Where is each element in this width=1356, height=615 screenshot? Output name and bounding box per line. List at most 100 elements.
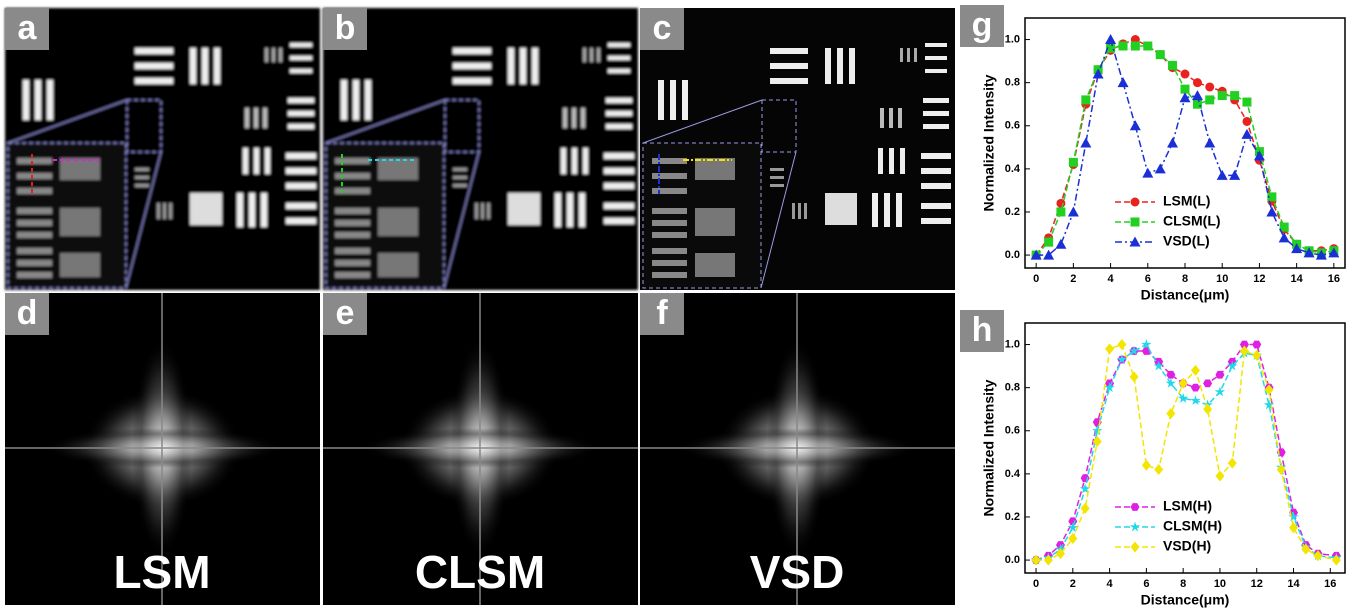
y-axis-label: Normalized Intensity bbox=[981, 74, 997, 211]
data-point bbox=[1166, 408, 1175, 419]
data-point bbox=[1069, 158, 1078, 167]
data-point bbox=[1154, 464, 1163, 475]
panel-caption: LSM bbox=[113, 546, 210, 598]
data-point bbox=[1117, 339, 1126, 350]
x-tick-label: 14 bbox=[1291, 273, 1304, 285]
x-tick-label: 6 bbox=[1143, 578, 1149, 590]
panel-label: b bbox=[335, 9, 356, 47]
x-tick-label: 4 bbox=[1108, 273, 1115, 285]
x-tick-label: 12 bbox=[1251, 578, 1263, 590]
panel-label: h bbox=[972, 311, 993, 349]
data-point bbox=[1131, 42, 1140, 51]
data-point bbox=[1204, 138, 1215, 148]
data-point bbox=[1081, 503, 1090, 514]
panel-caption: CLSM bbox=[415, 546, 545, 598]
data-point bbox=[1056, 199, 1065, 208]
y-tick-label: 0.4 bbox=[1005, 468, 1021, 480]
legend-marker bbox=[1131, 198, 1140, 207]
data-point bbox=[1142, 460, 1151, 471]
data-point bbox=[1080, 138, 1091, 148]
data-point bbox=[1228, 458, 1237, 469]
y-tick-label: 1.0 bbox=[1005, 33, 1020, 45]
x-tick-label: 8 bbox=[1180, 578, 1186, 590]
data-point bbox=[1192, 90, 1203, 100]
data-point bbox=[1130, 371, 1139, 382]
legend-marker bbox=[1131, 218, 1140, 227]
x-tick-label: 2 bbox=[1070, 578, 1076, 590]
data-point bbox=[1167, 138, 1178, 148]
data-point bbox=[1193, 100, 1202, 109]
data-point bbox=[1242, 98, 1251, 107]
data-point bbox=[1252, 350, 1261, 361]
data-point bbox=[1191, 384, 1200, 392]
y-tick-label: 0.6 bbox=[1005, 425, 1020, 437]
x-tick-label: 12 bbox=[1253, 273, 1265, 285]
x-axis-label: Distance(μm) bbox=[1141, 287, 1230, 303]
figure: abcdLSMeCLSMfVSDg02468101214160.00.20.40… bbox=[0, 0, 1356, 610]
data-point bbox=[1081, 95, 1090, 104]
legend-marker bbox=[1131, 542, 1140, 553]
y-tick-label: 0.8 bbox=[1005, 77, 1020, 89]
legend-label: LSM(H) bbox=[1163, 498, 1212, 514]
data-point bbox=[1044, 238, 1053, 247]
panel-label: c bbox=[653, 9, 672, 47]
data-point bbox=[1032, 555, 1041, 566]
legend-marker bbox=[1131, 503, 1140, 511]
y-tick-label: 1.0 bbox=[1005, 338, 1020, 350]
x-tick-label: 16 bbox=[1328, 273, 1340, 285]
data-point bbox=[1242, 117, 1251, 126]
y-tick-label: 0.2 bbox=[1005, 511, 1020, 523]
data-point bbox=[1068, 206, 1079, 216]
data-point bbox=[1143, 42, 1152, 51]
x-axis-label: Distance(μm) bbox=[1141, 592, 1230, 608]
image-b bbox=[323, 8, 638, 290]
data-point bbox=[1142, 168, 1153, 178]
legend-label: LSM(L) bbox=[1163, 193, 1210, 209]
data-point bbox=[1203, 404, 1212, 415]
data-point bbox=[1193, 78, 1202, 87]
legend-label: CLSM(H) bbox=[1163, 518, 1222, 534]
data-point bbox=[1217, 170, 1228, 180]
data-point bbox=[1105, 34, 1116, 44]
legend-label: CLSM(L) bbox=[1163, 213, 1221, 229]
data-point bbox=[1190, 395, 1200, 405]
x-tick-label: 10 bbox=[1214, 578, 1226, 590]
y-tick-label: 0.6 bbox=[1005, 120, 1020, 132]
data-point bbox=[1252, 341, 1261, 349]
panel-label: f bbox=[656, 294, 668, 332]
data-point bbox=[1118, 77, 1129, 87]
panel-caption: VSD bbox=[750, 546, 845, 598]
data-point bbox=[1130, 120, 1141, 130]
data-point bbox=[1205, 82, 1214, 91]
y-tick-label: 0.8 bbox=[1005, 382, 1020, 394]
image-a bbox=[5, 8, 320, 290]
y-tick-label: 0.2 bbox=[1005, 206, 1020, 218]
data-point bbox=[1081, 474, 1090, 482]
data-point bbox=[1155, 163, 1166, 173]
data-point bbox=[1215, 471, 1224, 482]
panel-label: a bbox=[18, 9, 38, 47]
x-tick-label: 10 bbox=[1216, 273, 1228, 285]
image-c bbox=[640, 8, 955, 290]
data-point bbox=[1156, 50, 1165, 59]
y-tick-label: 0.0 bbox=[1005, 249, 1020, 261]
y-axis-label: Normalized Intensity bbox=[981, 379, 997, 516]
data-point bbox=[1240, 346, 1249, 357]
x-tick-label: 8 bbox=[1182, 273, 1188, 285]
data-point bbox=[1168, 61, 1177, 70]
panel-label: e bbox=[336, 294, 355, 332]
y-tick-label: 0.4 bbox=[1005, 163, 1021, 175]
x-tick-label: 0 bbox=[1033, 578, 1039, 590]
data-point bbox=[1241, 129, 1252, 139]
panel-label: g bbox=[972, 6, 993, 44]
x-tick-label: 2 bbox=[1070, 273, 1076, 285]
data-point bbox=[1179, 378, 1188, 389]
data-point bbox=[1205, 95, 1214, 104]
legend-label: VSD(L) bbox=[1163, 233, 1210, 249]
data-point bbox=[1181, 70, 1190, 79]
data-point bbox=[1191, 365, 1200, 376]
x-tick-label: 16 bbox=[1324, 578, 1336, 590]
legend-label: VSD(H) bbox=[1163, 538, 1211, 554]
y-tick-label: 0.0 bbox=[1005, 554, 1020, 566]
x-tick-label: 0 bbox=[1033, 273, 1039, 285]
